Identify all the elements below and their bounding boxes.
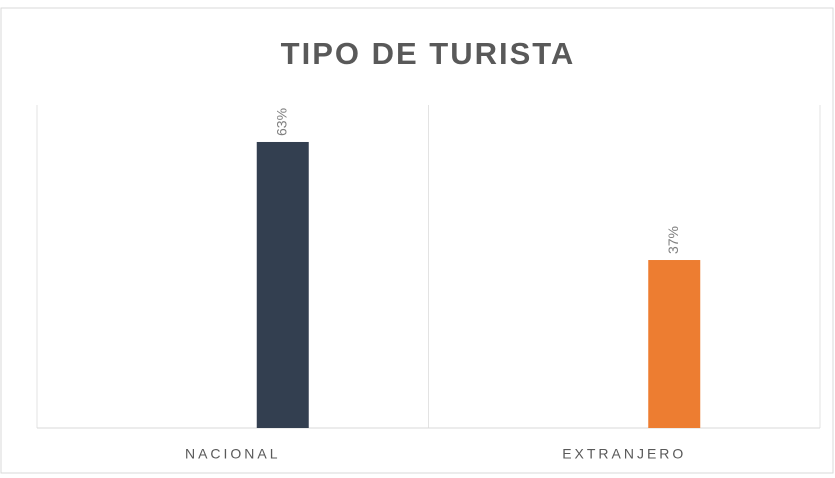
chart-frame <box>0 7 834 474</box>
x-tick-label: NACIONAL <box>185 446 281 462</box>
bar <box>648 260 701 428</box>
x-tick-label: EXTRANJERO <box>562 446 686 462</box>
bar <box>256 141 309 429</box>
chart-title: TIPO DE TURISTA <box>281 36 576 71</box>
data-label: 63% <box>273 108 289 136</box>
data-label: 37% <box>665 226 681 254</box>
